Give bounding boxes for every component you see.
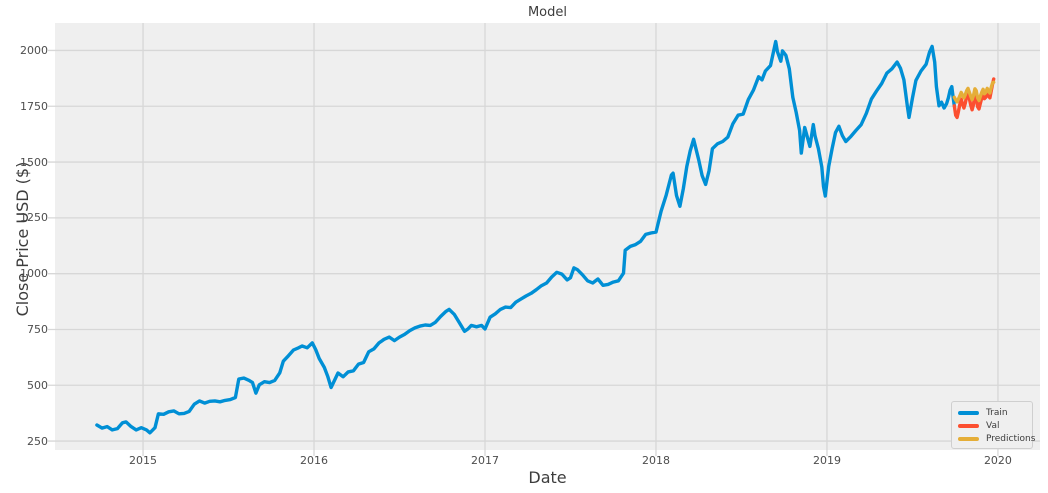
chart-title: Model (527, 5, 568, 20)
y-tick-label-1250: 1250 (20, 211, 48, 225)
predictions-line-swatch (958, 436, 979, 441)
series-line-predictions (952, 80, 996, 104)
x-tick-label-2017: 2017 (471, 454, 499, 467)
val-line-swatch (958, 423, 979, 428)
x-tick-label-2018: 2018 (641, 454, 670, 467)
y-tick-label-250: 250 (27, 434, 48, 448)
y-tick-label-2000: 2000 (20, 43, 48, 57)
plot-area (55, 23, 1040, 450)
train-line-swatch (958, 410, 979, 415)
y-tick-label-1500: 1500 (20, 155, 48, 169)
legend-row-train: Train (952, 406, 1032, 419)
x-axis-label: Date (528, 468, 567, 487)
legend-label-predictions: Predictions (986, 433, 1036, 444)
x-tick-label-2020: 2020 (983, 454, 1012, 467)
legend-row-val: Val (952, 419, 1032, 432)
x-tick-label-2019: 2019 (812, 454, 841, 467)
x-tick-label-2016: 2016 (300, 454, 329, 467)
chart-legend: Train Val Predictions (951, 401, 1036, 449)
x-tick-label-2015: 2015 (129, 454, 158, 467)
legend-row-predictions: Predictions (952, 432, 1036, 445)
series-line-train (95, 39, 956, 435)
y-tick-label-1750: 1750 (20, 99, 48, 113)
y-tick-label-1000: 1000 (20, 267, 48, 281)
legend-label-train: Train (986, 407, 1008, 418)
y-tick-label-750: 750 (27, 322, 48, 336)
y-tick-label-500: 500 (27, 378, 48, 392)
legend-label-val: Val (986, 420, 1000, 431)
series-line-val (952, 77, 996, 120)
